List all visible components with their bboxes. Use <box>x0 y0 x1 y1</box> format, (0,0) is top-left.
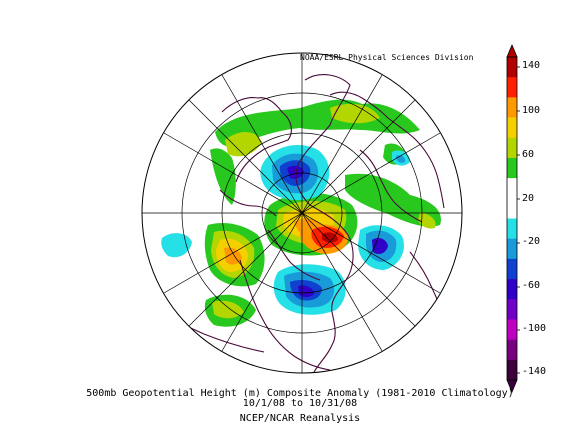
colorbar-segment <box>507 339 517 361</box>
negative-anomaly-contours <box>161 145 410 315</box>
colorbar-segment <box>507 157 517 179</box>
caption-date-range: 10/1/08 to 10/31/08 <box>242 398 358 409</box>
colorbar-top-arrow <box>506 43 518 58</box>
caption-source: NCEP/NCAR Reanalysis <box>239 413 361 424</box>
colorbar-label-100: 100 <box>522 105 541 116</box>
colorbar-segment <box>507 117 517 139</box>
colorbar-label-neg20: -20 <box>522 236 541 247</box>
colorbar-segment <box>507 359 517 381</box>
colorbar-segment <box>507 279 517 300</box>
caption-title: 500mb Geopotential Height (m) Composite … <box>86 388 514 399</box>
colorbar-label-neg100: -100 <box>522 323 547 334</box>
colorbar-segment <box>507 198 517 219</box>
colorbar-segment <box>507 218 517 239</box>
colorbar-segment <box>507 137 517 159</box>
colorbar <box>506 43 520 394</box>
anomaly-field <box>151 74 445 373</box>
colorbar-segment <box>507 57 517 78</box>
colorbar-label-20: 20 <box>522 193 535 204</box>
colorbar-label-60: 60 <box>522 149 535 160</box>
graticule <box>142 53 462 373</box>
colorbar-label-neg60: -60 <box>522 280 541 291</box>
colorbar-segment <box>507 299 517 320</box>
colorbar-segment <box>507 258 517 280</box>
colorbar-segment <box>507 97 517 118</box>
colorbar-segment <box>507 77 517 98</box>
colorbar-segment <box>507 238 517 260</box>
colorbar-label-140: 140 <box>522 60 541 71</box>
credit-text: NOAA/ESRL Physical Sciences Division <box>300 53 474 62</box>
colorbar-frame <box>506 56 518 381</box>
colorbar-segment <box>507 319 517 340</box>
colorbar-label-neg140: -140 <box>522 366 547 377</box>
map-boundary-circle <box>141 52 463 374</box>
colorbar-segment <box>507 178 517 199</box>
